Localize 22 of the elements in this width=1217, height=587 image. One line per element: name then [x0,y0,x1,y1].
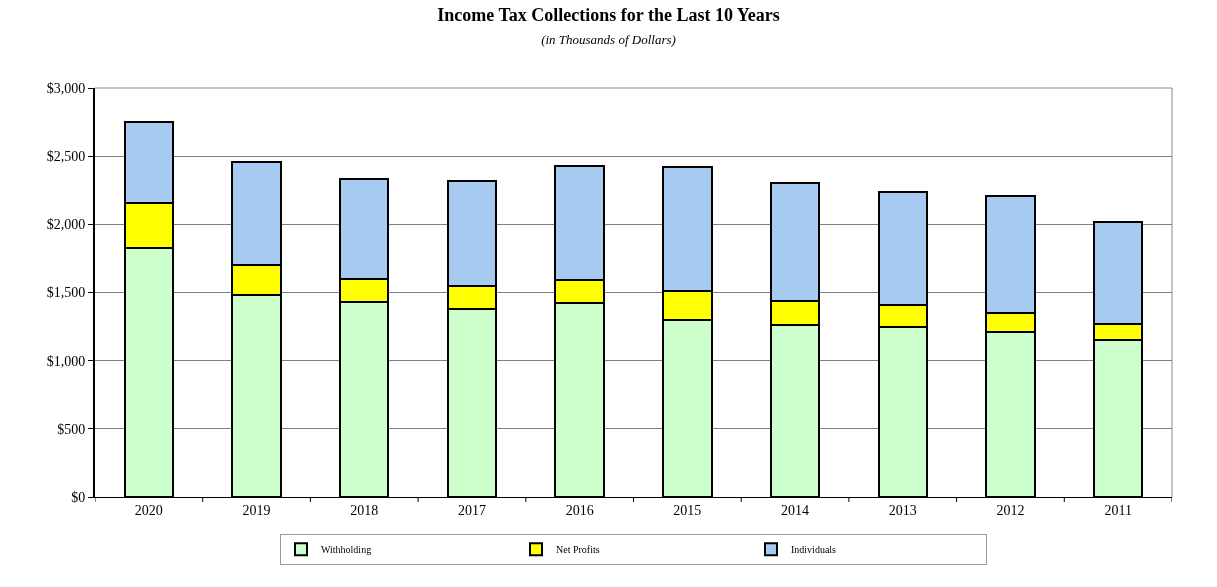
x-tick-label: 2016 [565,502,594,518]
chart-title: Income Tax Collections for the Last 10 Years [437,4,780,25]
x-tick-label: 2015 [673,502,702,518]
x-tick-label: 2011 [1104,502,1132,518]
y-tick-label: $1,000 [46,353,86,369]
chart-subtitle: (in Thousands of Dollars) [541,31,676,47]
y-tick-label: $500 [57,421,86,437]
y-tick-label: $3,000 [46,80,86,96]
x-tick-label: 2020 [134,502,163,518]
x-tick-label: 2018 [350,502,379,518]
legend-label: Withholding [321,544,372,556]
y-tick-label: $0 [71,489,86,505]
legend-label: Net Profits [556,544,600,556]
y-tick-label: $2,000 [46,217,86,233]
x-tick-label: 2013 [888,502,917,518]
x-tick-label: 2017 [457,502,486,518]
y-tick-label: $2,500 [46,149,86,165]
x-tick-label: 2012 [996,502,1025,518]
x-tick-label: 2019 [242,502,271,518]
x-tick-label: 2014 [781,502,810,518]
legend-label: Individuals [791,544,837,556]
y-tick-label: $1,500 [46,285,86,301]
